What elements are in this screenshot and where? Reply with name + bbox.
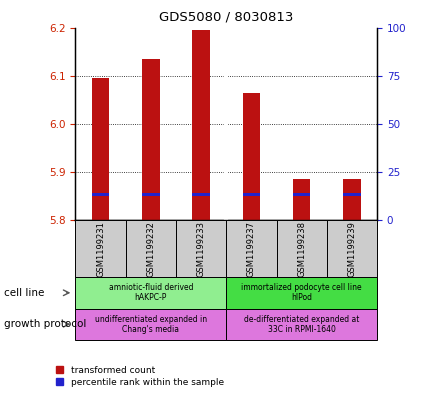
Text: growth protocol: growth protocol xyxy=(4,319,86,329)
Text: GSM1199232: GSM1199232 xyxy=(146,220,155,277)
Bar xyxy=(92,78,109,220)
Text: cell line: cell line xyxy=(4,288,45,298)
Bar xyxy=(242,193,260,196)
Bar xyxy=(292,193,310,196)
Bar xyxy=(75,277,226,309)
Text: GSM1199233: GSM1199233 xyxy=(196,220,205,277)
Bar xyxy=(75,309,226,340)
Bar xyxy=(142,193,159,196)
Bar xyxy=(292,179,310,220)
Text: de-differentiated expanded at
33C in RPMI-1640: de-differentiated expanded at 33C in RPM… xyxy=(243,314,359,334)
Text: amniotic-fluid derived
hAKPC-P: amniotic-fluid derived hAKPC-P xyxy=(108,283,193,303)
Bar xyxy=(226,220,276,277)
Text: GSM1199238: GSM1199238 xyxy=(297,220,305,277)
Bar xyxy=(326,220,376,277)
Text: undifferentiated expanded in
Chang's media: undifferentiated expanded in Chang's med… xyxy=(95,314,206,334)
Text: GSM1199239: GSM1199239 xyxy=(347,220,356,277)
Legend: transformed count, percentile rank within the sample: transformed count, percentile rank withi… xyxy=(56,366,223,387)
Bar xyxy=(242,92,260,220)
Title: GDS5080 / 8030813: GDS5080 / 8030813 xyxy=(159,11,293,24)
Bar xyxy=(342,193,360,196)
Bar xyxy=(92,193,109,196)
Bar xyxy=(175,220,226,277)
Bar xyxy=(192,193,209,196)
Bar xyxy=(126,220,175,277)
Text: GSM1199231: GSM1199231 xyxy=(96,220,105,277)
Text: immortalized podocyte cell line
hIPod: immortalized podocyte cell line hIPod xyxy=(241,283,361,303)
Text: GSM1199237: GSM1199237 xyxy=(246,220,255,277)
Bar xyxy=(342,179,360,220)
Bar xyxy=(226,277,376,309)
Bar xyxy=(276,220,326,277)
Bar xyxy=(226,309,376,340)
Bar xyxy=(192,30,209,220)
Bar xyxy=(75,220,126,277)
Bar xyxy=(142,59,159,220)
